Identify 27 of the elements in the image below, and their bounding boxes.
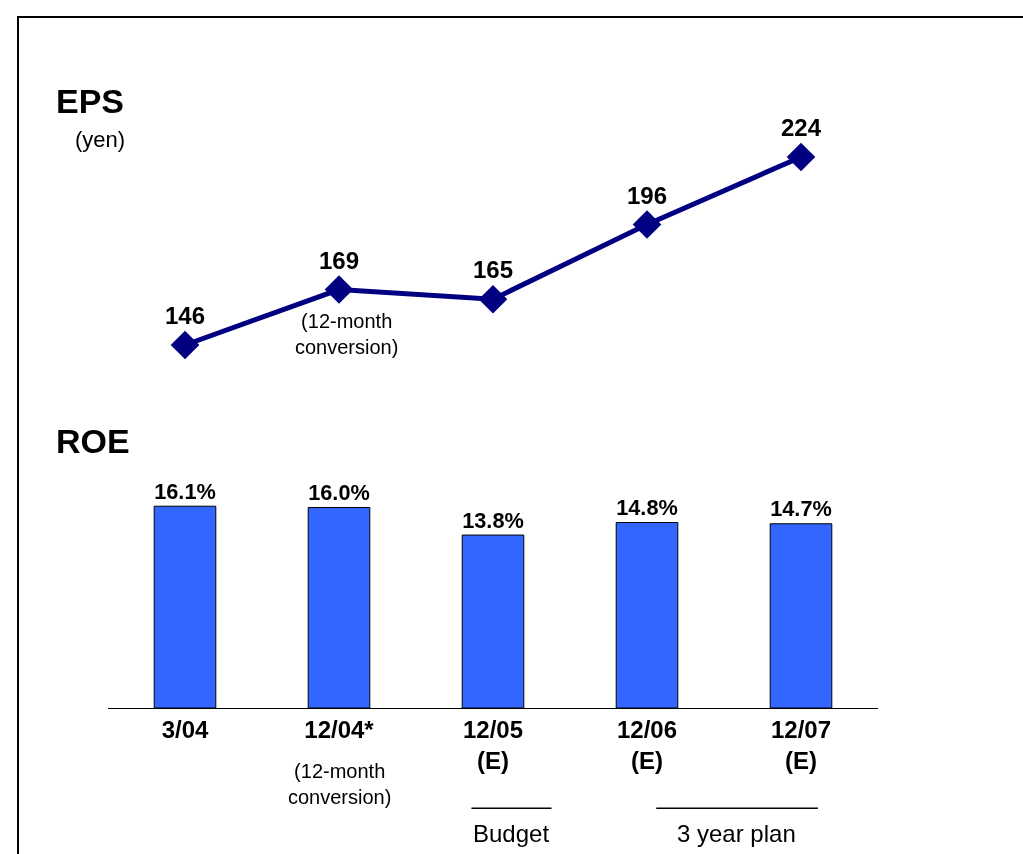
data-label: 146 [164,302,206,330]
data-label: 165 [472,256,514,284]
point [324,275,354,304]
point [786,142,816,172]
data-label: 224 [780,114,822,142]
point [632,210,662,239]
annotation: (12-month conversion) [295,310,399,358]
data-label: 169 [318,246,360,274]
x-tick-label: 12/06 (E) [616,715,678,774]
point [170,330,200,360]
text: 3 year plan [677,820,796,847]
data-label: 14.7% [770,496,832,522]
x-tick-label: 12/05 (E) [462,715,524,774]
y-axis-title: (yen) [75,127,126,152]
chart-title: EPS [56,82,125,120]
x-tick-label: 3/04 [161,715,209,743]
text: Budget [473,820,550,847]
x-tick-label: 12/07 (E) [770,715,832,774]
data-label: 196 [626,181,668,209]
data-label: 14.8% [616,494,678,520]
data-label: 16.0% [308,479,370,505]
text: (12-month conversion) [288,760,392,808]
data-label: 16.1% [154,478,216,504]
point [478,284,508,314]
x-tick-label: 12/04* [304,715,375,743]
chart-title: ROE [56,422,130,460]
data-label: 13.8% [462,507,524,533]
